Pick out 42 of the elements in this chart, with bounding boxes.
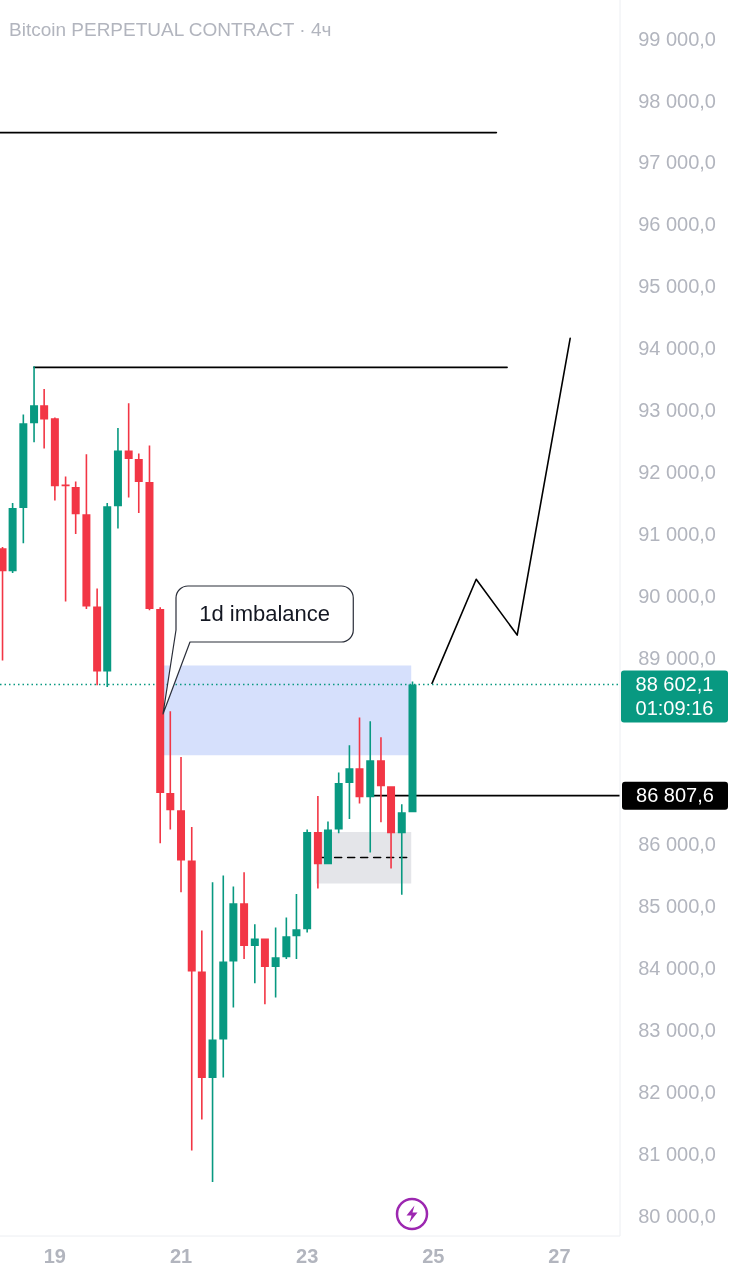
y-tick-label: 81 000,0: [638, 1142, 716, 1165]
x-tick-label: 21: [169, 1245, 193, 1268]
y-tick-label: 89 000,0: [638, 647, 716, 670]
y-tick-label: 80 000,0: [638, 1204, 716, 1227]
x-tick-label: 27: [548, 1245, 571, 1268]
y-tick-label: 90 000,0: [638, 585, 716, 608]
candlestick: [187, 827, 196, 1151]
candlestick: [219, 875, 228, 1078]
x-tick-label: 25: [422, 1245, 445, 1268]
x-tick-label: 19: [43, 1245, 66, 1268]
x-tick-label: 23: [296, 1245, 319, 1268]
y-tick-label: 84 000,0: [638, 956, 716, 979]
y-tick-label: 94 000,0: [638, 337, 716, 360]
candlestick: [313, 796, 322, 889]
candlestick: [166, 711, 175, 830]
text: 01:09:16: [635, 696, 714, 719]
y-tick-label: 99 000,0: [638, 27, 716, 50]
y-tick-label: 92 000,0: [638, 461, 716, 484]
y-tick-label: 95 000,0: [638, 275, 716, 298]
candlestick: [366, 721, 375, 853]
y-tick-label: 86 000,0: [638, 832, 716, 855]
candlestick: [40, 389, 49, 449]
y-tick-label: 96 000,0: [638, 213, 716, 236]
candlestick: [30, 366, 39, 443]
line-series: [431, 337, 571, 685]
candlestick: [240, 872, 249, 960]
candlestick: [376, 737, 385, 823]
y-tick-label: 82 000,0: [638, 1080, 716, 1103]
y-tick-label: 83 000,0: [638, 1018, 716, 1041]
y-tick-label: 98 000,0: [638, 89, 716, 112]
y-tick-label: 91 000,0: [638, 523, 716, 546]
candlestick: [177, 757, 186, 893]
candlestick: [134, 453, 143, 513]
annotation: 1d imbalance: [199, 600, 331, 626]
y-tick-label: 85 000,0: [638, 894, 716, 917]
y-tick-label: 93 000,0: [638, 399, 716, 422]
ref-line-label: 88 602,1: [635, 672, 714, 695]
text: Bitcoin PERPETUAL CONTRACT · 4ч: [9, 19, 332, 41]
candlestick: [397, 804, 406, 895]
y-tick-label: 97 000,0: [638, 151, 716, 174]
data-label: 86 807,6: [636, 783, 714, 806]
candlestick: [250, 924, 259, 984]
